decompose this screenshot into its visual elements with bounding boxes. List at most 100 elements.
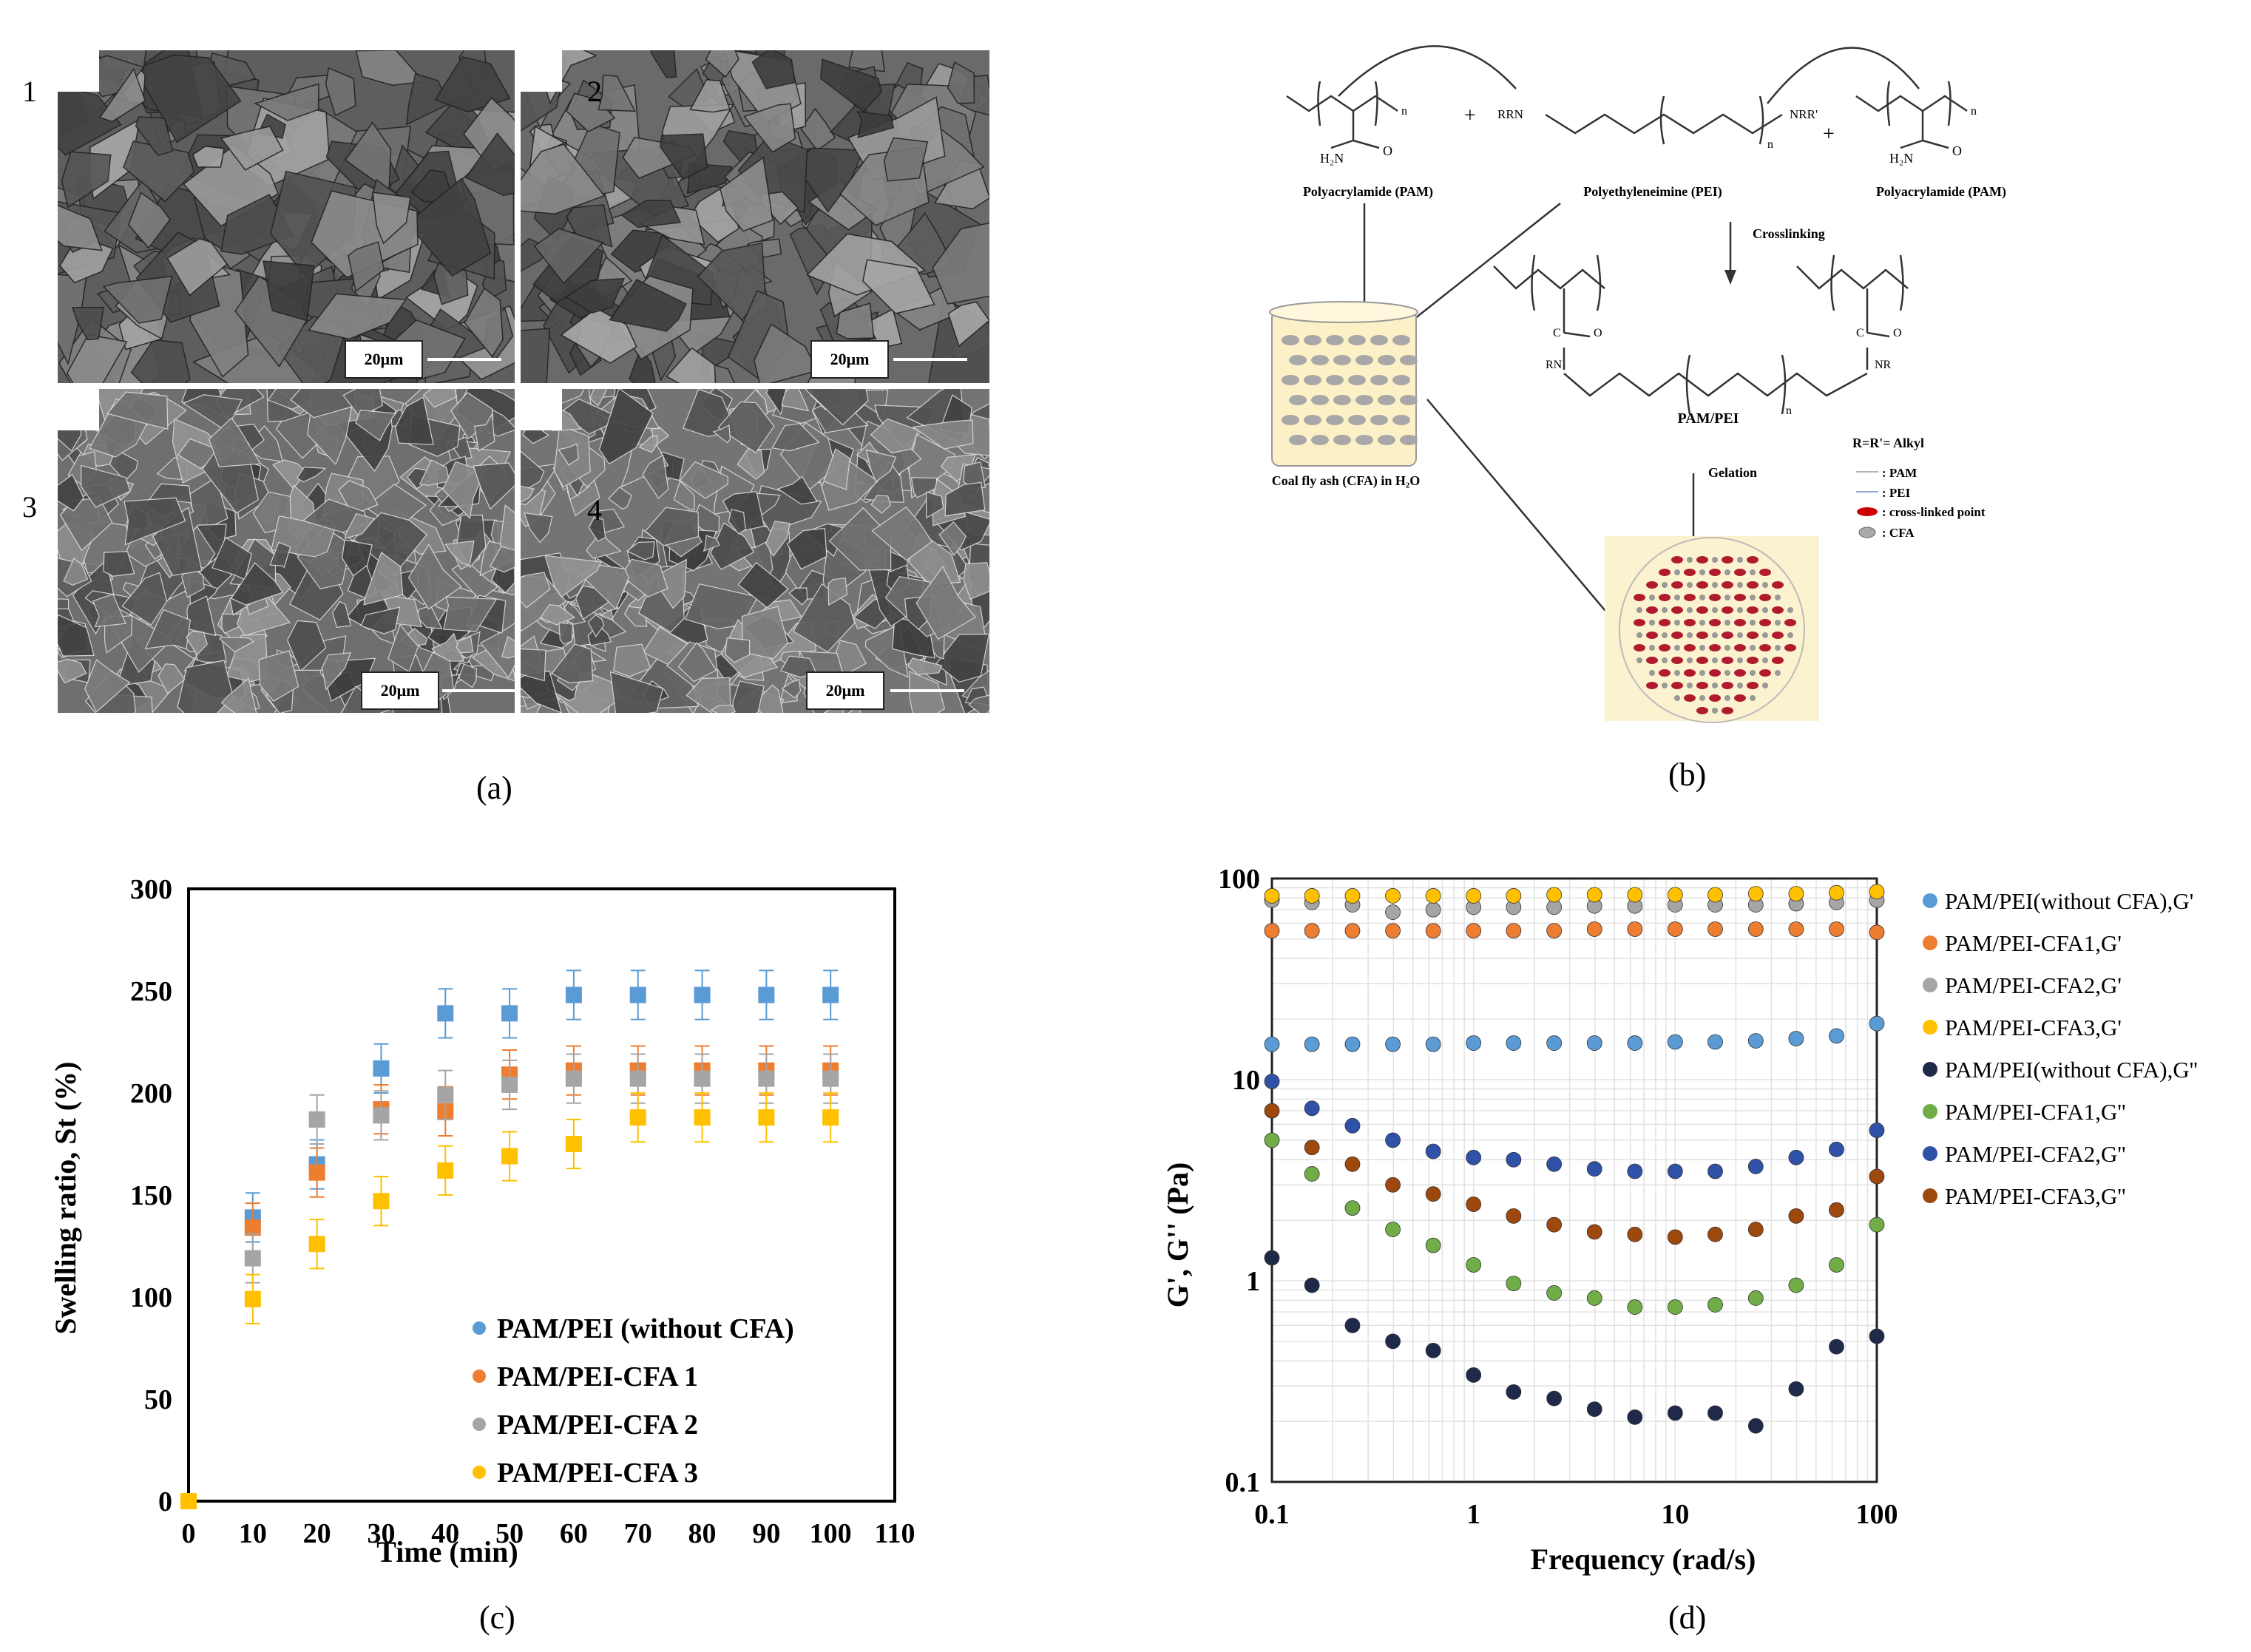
data-point: [1627, 1299, 1643, 1315]
label-gelation: Gelation: [1708, 465, 1757, 480]
data-point: [1586, 887, 1602, 903]
data-point: [1344, 1200, 1361, 1216]
data-point: [1829, 1141, 1844, 1157]
data-point: [1788, 1381, 1804, 1397]
data-point: [1707, 921, 1723, 937]
data-point: [565, 1070, 582, 1087]
data-point: [437, 1162, 454, 1179]
legend-marker: [473, 1418, 486, 1431]
gel-network-icon: [1605, 536, 1819, 723]
series-8: [1264, 1103, 1885, 1245]
data-point: [1707, 1405, 1723, 1421]
data-point: [437, 1086, 454, 1103]
data-point: [1425, 1237, 1441, 1253]
legend-label: PAM/PEI-CFA1,G': [1945, 930, 2122, 956]
data-point: [1586, 1290, 1602, 1306]
data-point: [1425, 888, 1441, 904]
data-point: [758, 1070, 775, 1087]
sem-texture-2: [521, 50, 989, 383]
caption-b: (b): [1668, 756, 1707, 793]
data-point: [373, 1193, 390, 1210]
data-point: [1385, 923, 1401, 939]
data-point: [1586, 1161, 1602, 1177]
data-point: [694, 986, 711, 1003]
sem-image-1: 20μm: [58, 50, 515, 383]
legend-r-def: R=R'= Alkyl: [1852, 436, 1924, 450]
data-point: [1344, 1317, 1361, 1333]
sem-corner-box: [58, 50, 99, 92]
y-tick-label: 150: [130, 1180, 172, 1211]
data-point: [1667, 1163, 1683, 1179]
x-tick-label: 0: [182, 1518, 196, 1549]
data-point: [1829, 1028, 1844, 1044]
legend-label: PAM/PEI-CFA2,G'': [1945, 1141, 2126, 1167]
scale-bar-label: 20μm: [345, 340, 423, 379]
data-point: [244, 1219, 261, 1236]
data-point: [1344, 1036, 1361, 1052]
data-point: [1788, 1149, 1804, 1165]
data-point: [501, 1076, 518, 1093]
data-point: [565, 986, 582, 1003]
grid: [1271, 879, 1877, 1483]
scale-bar-line: [442, 689, 515, 692]
legend-marker: [473, 1370, 486, 1383]
x-tick-label: 70: [624, 1518, 652, 1549]
data-point: [1506, 888, 1522, 904]
label-crosslinking: Crosslinking: [1753, 226, 1825, 241]
data-point: [1344, 923, 1361, 939]
legend-marker: [473, 1321, 486, 1335]
data-point: [1264, 1036, 1280, 1052]
x-tick-label: 80: [688, 1518, 717, 1549]
legend-pam: : PAM: [1882, 466, 1917, 480]
data-point: [308, 1111, 325, 1128]
legend-marker: [1923, 1188, 1937, 1203]
chem-c-left: C: [1553, 327, 1561, 339]
data-point: [1747, 1159, 1764, 1174]
data-point: [1707, 1297, 1723, 1313]
data-point: [1385, 1132, 1401, 1148]
legend-marker: [1923, 1146, 1937, 1161]
data-point: [629, 986, 646, 1003]
data-point: [1747, 1290, 1764, 1306]
chem-nr: NR: [1875, 359, 1892, 371]
chem-o-right: O: [1952, 143, 1962, 158]
data-point: [1829, 1202, 1844, 1218]
x-tick-label: 100: [1856, 1499, 1898, 1530]
scale-bar-label: 20μm: [806, 671, 884, 710]
sem-texture-1: [58, 50, 515, 383]
sem-image-4: 4 20μm: [521, 389, 989, 713]
data-point: [1747, 1222, 1764, 1237]
data-point: [1466, 1035, 1482, 1051]
data-point: [373, 1107, 390, 1124]
x-tick-label: 0.1: [1254, 1499, 1290, 1530]
label-pam-left: Polyacrylamide (PAM): [1303, 184, 1433, 200]
legend-label: PAM/PEI-CFA 2: [497, 1409, 698, 1441]
scheme-diagram: H₂N O n + RRN NRR' n + H₂N O n C O C O R…: [1269, 45, 2006, 723]
legend-cfa: : CFA: [1882, 526, 1915, 540]
x-tick-label: 1: [1466, 1499, 1480, 1530]
data-point: [1385, 1177, 1401, 1193]
data-point: [758, 1109, 775, 1126]
data-point: [822, 1109, 839, 1126]
scale-bar-line: [890, 689, 964, 692]
data-point: [244, 1250, 261, 1267]
data-point: [1627, 1409, 1643, 1425]
chem-h2n-left: H₂N: [1320, 151, 1344, 166]
sem-corner-box: [58, 389, 99, 430]
series-4: [1264, 884, 1885, 904]
sem-number-4: 4: [587, 493, 602, 527]
data-point: [1264, 1073, 1280, 1089]
data-point: [1385, 888, 1401, 904]
data-point: [1627, 1163, 1643, 1179]
data-point: [1506, 1151, 1522, 1168]
data-point: [1586, 1224, 1602, 1240]
chem-o-mid-right: O: [1893, 327, 1902, 339]
legend-label: PAM/PEI(without CFA),G': [1945, 888, 2193, 914]
data-point: [1788, 921, 1804, 937]
x-tick-label: 100: [810, 1518, 852, 1549]
data-point: [1707, 1034, 1723, 1050]
data-point: [1466, 888, 1482, 904]
chem-nrr: NRR': [1790, 107, 1818, 121]
data-point: [1707, 1226, 1723, 1242]
data-point: [437, 1005, 454, 1022]
